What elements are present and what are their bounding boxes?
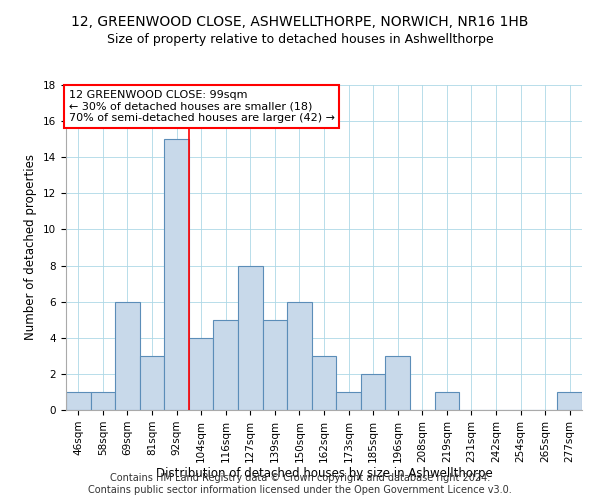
Bar: [115, 302, 140, 410]
Text: Contains HM Land Registry data © Crown copyright and database right 2024.
Contai: Contains HM Land Registry data © Crown c…: [88, 474, 512, 495]
Bar: [336, 392, 361, 410]
Bar: [238, 266, 263, 410]
X-axis label: Distribution of detached houses by size in Ashwellthorpe: Distribution of detached houses by size …: [155, 468, 493, 480]
Text: Size of property relative to detached houses in Ashwellthorpe: Size of property relative to detached ho…: [107, 32, 493, 46]
Text: 12 GREENWOOD CLOSE: 99sqm
← 30% of detached houses are smaller (18)
70% of semi-: 12 GREENWOOD CLOSE: 99sqm ← 30% of detac…: [68, 90, 335, 123]
Text: 12, GREENWOOD CLOSE, ASHWELLTHORPE, NORWICH, NR16 1HB: 12, GREENWOOD CLOSE, ASHWELLTHORPE, NORW…: [71, 15, 529, 29]
Bar: [312, 356, 336, 410]
Bar: [287, 302, 312, 410]
Bar: [189, 338, 214, 410]
Bar: [434, 392, 459, 410]
Bar: [361, 374, 385, 410]
Bar: [140, 356, 164, 410]
Y-axis label: Number of detached properties: Number of detached properties: [25, 154, 37, 340]
Bar: [557, 392, 582, 410]
Bar: [91, 392, 115, 410]
Bar: [263, 320, 287, 410]
Bar: [164, 139, 189, 410]
Bar: [66, 392, 91, 410]
Bar: [385, 356, 410, 410]
Bar: [214, 320, 238, 410]
